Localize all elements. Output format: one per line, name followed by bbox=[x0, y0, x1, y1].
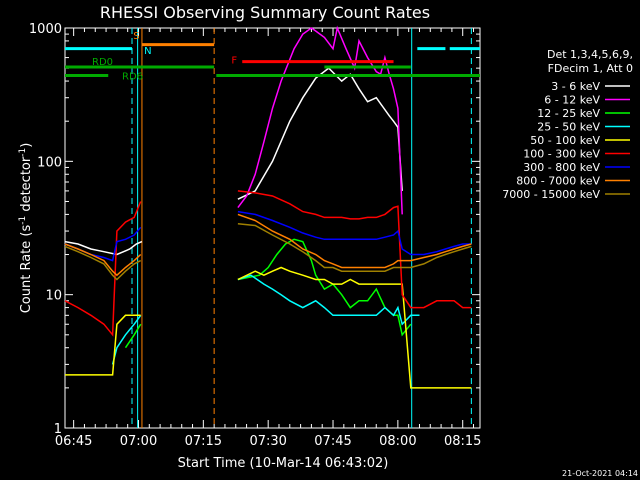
legend-entry-label: 300 - 800 keV bbox=[523, 161, 600, 174]
y-axis-label-mid: detector bbox=[19, 156, 34, 216]
series-line bbox=[64, 213, 472, 277]
x-tick-label: 06:45 bbox=[55, 434, 92, 449]
annotation-f: F bbox=[231, 56, 237, 67]
y-axis-label-exp1: -1 bbox=[18, 216, 28, 225]
legend-entry-label: 7000 - 15000 keV bbox=[502, 188, 600, 201]
legend-entry-label: 25 - 50 keV bbox=[537, 121, 600, 134]
legend-header: FDecim 1, Att 0 bbox=[548, 62, 633, 75]
x-axis-label: Start Time (10-Mar-14 06:43:02) bbox=[178, 456, 389, 471]
x-tick-label: 08:15 bbox=[444, 434, 481, 449]
series-line bbox=[64, 67, 403, 256]
legend-header: Det 1,3,4,5,6,9, bbox=[547, 48, 633, 61]
annotation-rd0: RD0 bbox=[92, 57, 113, 68]
annotation-rd6: RD6 bbox=[122, 72, 143, 83]
x-tick-label: 07:00 bbox=[120, 434, 157, 449]
legend-entry-label: 50 - 100 keV bbox=[530, 134, 600, 147]
x-tick-label: 07:45 bbox=[314, 434, 351, 449]
y-tick-label: 1000 bbox=[29, 22, 62, 37]
series-line bbox=[111, 274, 420, 365]
y-axis-label: Count Rate (s-1 detector-1) bbox=[18, 143, 34, 314]
plot-frame bbox=[64, 27, 481, 429]
y-axis-label-end: ) bbox=[19, 143, 34, 148]
legend-entry-label: 12 - 25 keV bbox=[537, 107, 600, 120]
y-tick-label: 100 bbox=[37, 155, 62, 170]
annotation-n: N bbox=[144, 46, 151, 57]
timestamp: 21-Oct-2021 04:14 bbox=[562, 469, 638, 478]
series-line bbox=[64, 223, 472, 281]
x-tick-label: 08:00 bbox=[379, 434, 416, 449]
y-axis-label-main: Count Rate (s bbox=[19, 225, 34, 314]
legend-entry-label: 100 - 300 keV bbox=[523, 148, 600, 161]
y-tick-label: 1 bbox=[54, 422, 62, 437]
legend-entry-label: 6 - 12 keV bbox=[544, 94, 600, 107]
legend-entry-label: 800 - 7000 keV bbox=[516, 175, 600, 188]
series-line bbox=[64, 190, 472, 337]
plot-area: 1 10 100 1000 06:45 07:00 07:15 07:30 07:45 08:00… bbox=[29, 22, 482, 449]
x-tick-label: 07:30 bbox=[249, 434, 286, 449]
y-axis-label-exp2: -1 bbox=[18, 148, 28, 157]
annotation-s: S bbox=[133, 31, 139, 42]
series-line bbox=[65, 266, 472, 389]
chart-title: RHESSI Observing Summary Count Rates bbox=[100, 3, 430, 22]
x-tick-label: 07:15 bbox=[185, 434, 222, 449]
y-tick-label: 10 bbox=[45, 289, 62, 304]
legend: Det 1,3,4,5,6,9,FDecim 1, Att 0 3 - 6 keV… bbox=[502, 48, 633, 201]
legend-entry-label: 3 - 6 keV bbox=[551, 80, 600, 93]
